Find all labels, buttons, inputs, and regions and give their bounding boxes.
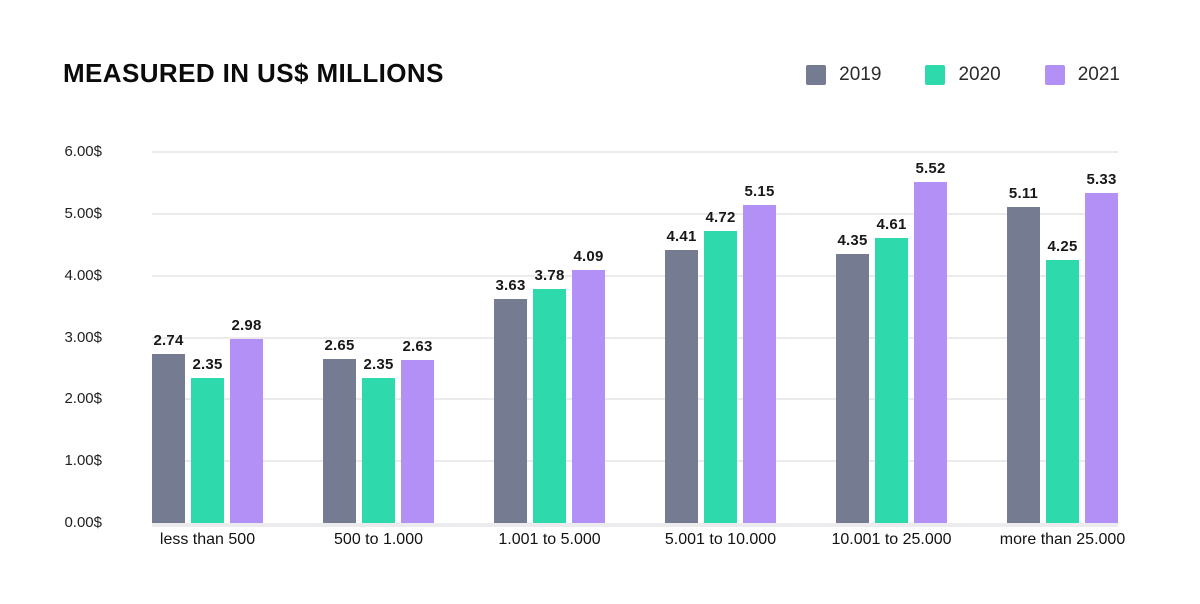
legend-item-2021: 2021 [1044, 64, 1120, 86]
gridline [152, 151, 1118, 153]
y-axis-tick-label: 5.00$ [64, 204, 102, 222]
bar-group-1: 2.74 2.35 2.98 less than 500 [152, 152, 263, 548]
legend-swatch-icon [1044, 65, 1065, 85]
bar-2020-group-4: 4.72 [704, 209, 737, 523]
y-axis-tick-label: 4.00$ [64, 266, 102, 284]
bar-value-label: 4.09 [573, 248, 604, 265]
x-axis-category-label: 500 to 1.000 [334, 531, 423, 548]
bar-groups: 2.74 2.35 2.98 less than 500 2.65 2.35 2.63 500… [152, 152, 1125, 548]
bar-value-label: 2.63 [402, 338, 433, 355]
bar-value-label: 5.52 [915, 160, 946, 177]
plot-area: 2.74 2.35 2.98 less than 500 2.65 2.35 2.63 500… [152, 151, 1125, 548]
gridline [152, 460, 1118, 463]
bar-value-label: 5.11 [1008, 185, 1039, 202]
bar-group-2: 2.65 2.35 2.63 500 to 1.000 [323, 152, 434, 548]
bar-2021-group-1: 2.98 [230, 317, 263, 523]
bar-2020-group-1: 2.35 [191, 356, 224, 523]
y-axis-tick-label: 6.00$ [64, 143, 102, 160]
bar-2021-group-5: 5.52 [914, 160, 947, 523]
legend-swatch-icon [925, 65, 946, 85]
chart-title: MEASURED IN US$ MILLIONS [63, 58, 444, 88]
bar-value-label: 2.35 [363, 356, 394, 373]
bar-2019-group-6: 5.11 [1007, 185, 1040, 523]
bar-value-label: 4.61 [876, 216, 907, 233]
bar-2021-group-2: 2.63 [401, 338, 434, 523]
legend-swatch-icon [806, 65, 827, 85]
bar-value-label: 2.98 [231, 317, 262, 334]
legend-item-2019: 2019 [806, 64, 881, 86]
bar-value-label: 4.72 [705, 209, 736, 226]
bar-value-label: 4.35 [837, 232, 868, 249]
gridline [152, 274, 1118, 277]
gridline [152, 212, 1118, 215]
y-axis-tick-label: 1.00$ [64, 452, 102, 470]
bar-2019-group-4: 4.41 [665, 228, 698, 523]
bar-2019-group-3: 3.63 [494, 277, 527, 523]
x-axis-category-label: less than 500 [159, 531, 256, 548]
x-axis-category-label: 5.001 to 10.000 [664, 531, 777, 548]
bar-value-label: 2.65 [324, 337, 355, 354]
bar-group-6: 5.11 4.25 5.33 more than 25.000 [1000, 152, 1125, 548]
bar-value-label: 5.15 [744, 183, 775, 200]
bar-2019-group-2: 2.65 [323, 337, 356, 523]
legend-label: 2019 [839, 64, 882, 85]
bar-group-3: 3.63 3.78 4.09 1.001 to 5.000 [494, 152, 605, 548]
bar-value-label: 2.74 [153, 332, 184, 349]
y-axis-tick-label: 3.00$ [64, 328, 102, 346]
legend-label: 2021 [1077, 64, 1120, 85]
bar-value-label: 2.35 [192, 356, 223, 373]
bar-2021-group-6: 5.33 [1085, 171, 1118, 523]
bar-value-label: 4.41 [666, 228, 697, 245]
bar-value-label: 3.63 [495, 277, 526, 294]
gridline [152, 336, 1118, 339]
bar-group-4: 4.41 4.72 5.15 5.001 to 10.000 [665, 152, 776, 548]
bar-2020-group-6: 4.25 [1046, 238, 1079, 523]
x-axis-category-label: 1.001 to 5.000 [498, 531, 601, 548]
y-axis-tick-label: 2.00$ [64, 390, 102, 408]
x-axis-category-label: 10.001 to 25.000 [831, 531, 952, 548]
bar-group-5: 4.35 4.61 5.52 10.001 to 25.000 [831, 152, 951, 548]
bar-2019-group-1: 2.74 [152, 332, 185, 523]
y-axis-tick-label: 0.00$ [64, 514, 102, 531]
bar-2020-group-2: 2.35 [362, 356, 395, 523]
bar-2021-group-4: 5.15 [743, 183, 776, 523]
x-axis-line [152, 523, 1118, 527]
chart-legend: 2019 2020 2021 [806, 64, 1120, 86]
bar-value-label: 3.78 [534, 267, 565, 284]
legend-item-2020: 2020 [925, 64, 1001, 86]
y-axis: 0.00$ 1.00$ 2.00$ 3.00$ 4.00$ 5.00$ 6.00$ [40, 143, 102, 531]
gridline [152, 398, 1118, 401]
bar-2020-group-5: 4.61 [875, 216, 908, 523]
bar-2019-group-5: 4.35 [836, 232, 869, 523]
bar-value-label: 4.25 [1047, 238, 1078, 255]
x-axis-category-label: more than 25.000 [999, 531, 1126, 548]
bar-2021-group-3: 4.09 [572, 248, 605, 523]
legend-label: 2020 [958, 64, 1001, 85]
bar-value-label: 5.33 [1086, 171, 1117, 188]
bar-2020-group-3: 3.78 [533, 267, 566, 523]
